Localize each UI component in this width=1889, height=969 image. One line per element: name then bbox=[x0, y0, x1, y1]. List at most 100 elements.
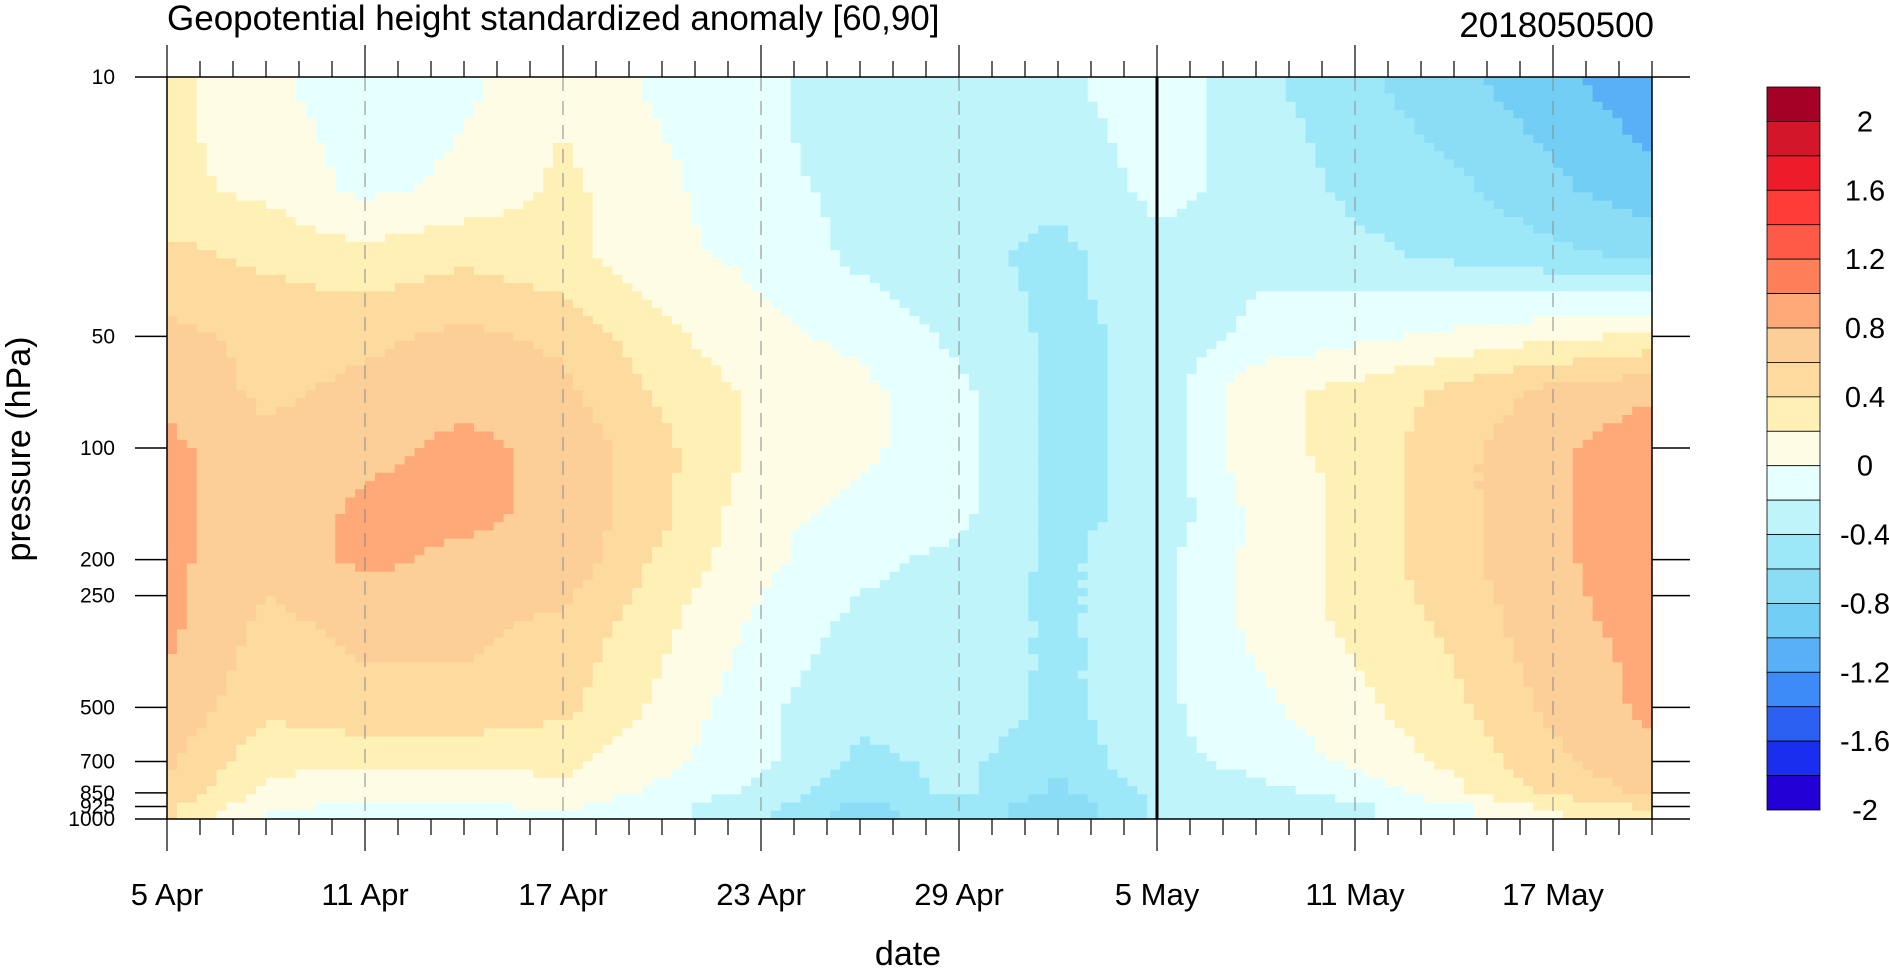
contour-cell bbox=[1434, 93, 1445, 103]
contour-cell bbox=[1463, 167, 1475, 177]
contour-cell bbox=[483, 299, 495, 309]
contour-cell bbox=[503, 291, 515, 301]
contour-cell bbox=[1503, 159, 1514, 169]
contour-cell bbox=[1325, 175, 1336, 185]
contour-cell bbox=[1523, 324, 1534, 334]
contour-cell bbox=[780, 101, 792, 111]
contour-cell bbox=[493, 340, 505, 350]
contour-cell bbox=[949, 233, 960, 243]
contour-cell bbox=[1384, 274, 1396, 284]
contour-cell bbox=[959, 93, 970, 103]
contour-cell bbox=[216, 291, 227, 301]
contour-cell bbox=[1463, 233, 1475, 243]
contour-cell bbox=[582, 118, 594, 128]
contour-cell bbox=[968, 184, 980, 194]
contour-cell bbox=[1028, 101, 1039, 111]
contour-cell bbox=[1285, 283, 1297, 292]
contour-cell bbox=[176, 93, 188, 103]
contour-cell bbox=[899, 134, 911, 144]
contour-cell bbox=[1236, 307, 1247, 317]
contour-cell bbox=[1335, 85, 1346, 95]
contour-cell bbox=[1295, 299, 1307, 309]
contour-cell bbox=[434, 233, 445, 243]
contour-cell bbox=[434, 118, 445, 128]
contour-cell bbox=[1166, 340, 1178, 350]
contour-cell bbox=[1503, 233, 1514, 243]
contour-cell bbox=[167, 340, 178, 350]
contour-cell bbox=[523, 192, 534, 202]
contour-cell bbox=[513, 349, 524, 358]
contour-cell bbox=[1285, 208, 1297, 218]
contour-cell bbox=[464, 340, 475, 350]
contour-cell bbox=[1473, 85, 1485, 95]
contour-cell bbox=[236, 208, 247, 218]
contour-cell bbox=[1335, 159, 1346, 169]
contour-cell bbox=[1572, 134, 1584, 144]
contour-cell bbox=[1186, 118, 1198, 128]
contour-cell bbox=[741, 241, 752, 251]
contour-cell bbox=[1364, 101, 1376, 111]
contour-cell bbox=[1572, 175, 1584, 185]
contour-cell bbox=[1364, 299, 1376, 309]
contour-cell bbox=[869, 142, 881, 152]
contour-cell bbox=[1553, 291, 1564, 301]
contour-cell bbox=[1275, 118, 1287, 128]
contour-cell bbox=[1038, 151, 1049, 161]
contour-cell bbox=[860, 200, 871, 210]
contour-cell bbox=[355, 109, 366, 119]
contour-cell bbox=[691, 85, 703, 95]
contour-cell bbox=[1038, 93, 1049, 103]
contour-cell bbox=[879, 85, 891, 95]
contour-cell bbox=[1157, 118, 1168, 128]
contour-cell bbox=[167, 241, 178, 251]
contour-cell bbox=[1632, 184, 1643, 194]
contour-cell bbox=[176, 274, 188, 284]
contour-cell bbox=[1572, 118, 1584, 128]
contour-cell bbox=[1553, 208, 1564, 218]
contour-cell bbox=[1087, 167, 1099, 177]
contour-cell bbox=[1454, 250, 1465, 259]
contour-cell bbox=[1256, 217, 1267, 226]
contour-cell bbox=[622, 159, 633, 169]
contour-cell bbox=[691, 332, 703, 342]
contour-cell bbox=[473, 118, 485, 128]
contour-cell bbox=[533, 233, 544, 243]
contour-cell bbox=[1394, 233, 1406, 243]
contour-cell bbox=[701, 126, 713, 136]
contour-cell bbox=[533, 151, 544, 161]
contour-cell bbox=[285, 217, 297, 226]
contour-cell bbox=[236, 192, 247, 202]
contour-cell bbox=[1246, 93, 1257, 103]
contour-cell bbox=[1256, 283, 1267, 292]
contour-cell bbox=[513, 77, 524, 86]
contour-cell bbox=[988, 208, 1000, 218]
contour-cell bbox=[1196, 217, 1208, 226]
contour-cell bbox=[464, 101, 475, 111]
contour-cell bbox=[206, 134, 218, 144]
contour-cell bbox=[1147, 200, 1158, 210]
contour-cell bbox=[1008, 233, 1019, 243]
contour-cell bbox=[1028, 208, 1039, 218]
contour-cell bbox=[295, 109, 307, 119]
contour-cell bbox=[493, 266, 505, 276]
contour-cell bbox=[1503, 85, 1514, 95]
contour-cell bbox=[1256, 142, 1267, 152]
contour-cell bbox=[345, 109, 356, 119]
contour-cell bbox=[493, 258, 505, 268]
contour-cell bbox=[998, 151, 1010, 161]
contour-cell bbox=[1572, 283, 1584, 292]
contour-cell bbox=[909, 332, 920, 342]
contour-cell bbox=[642, 225, 653, 235]
contour-cell bbox=[1463, 151, 1475, 161]
contour-cell bbox=[780, 77, 792, 86]
contour-cell bbox=[315, 307, 326, 317]
contour-cell bbox=[483, 291, 495, 301]
contour-cell bbox=[216, 250, 227, 259]
contour-cell bbox=[830, 274, 841, 284]
contour-cell bbox=[602, 316, 614, 325]
contour-cell bbox=[820, 307, 831, 317]
contour-cell bbox=[414, 142, 425, 152]
contour-cell bbox=[1602, 291, 1613, 301]
contour-cell bbox=[275, 217, 287, 226]
contour-cell bbox=[1265, 118, 1277, 128]
